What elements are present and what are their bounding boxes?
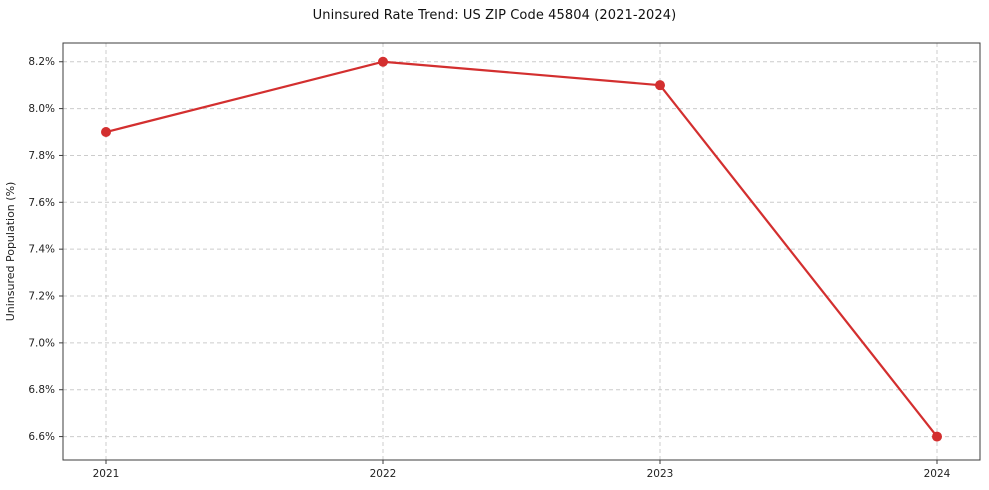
y-tick-label: 6.8% [28,384,55,396]
line-chart: 6.6% 6.8% 7.0% 7.2% 7.4% 7.6% 7.8% 8.0% 8.2% 2021… [4,42,981,480]
plot-border [62,42,981,461]
x-tick-label: 2024 [924,468,951,480]
data-point-marker [378,56,388,67]
y-tick-label: 8.2% [28,56,55,68]
x-tick-label: 2021 [93,468,120,480]
x-tick-label: 2022 [370,468,397,480]
x-tick-label: 2023 [647,468,674,480]
y-tick-label: 8.0% [28,103,55,115]
y-tick-label: 7.4% [28,244,55,256]
y-tick-label: 7.0% [28,337,55,349]
data-point-marker [932,431,942,442]
y-tick-label: 6.6% [28,431,55,443]
trend-line [104,60,939,438]
data-point-marker [655,80,665,91]
data-point-marker [101,127,111,138]
y-tick-label: 7.6% [28,197,55,209]
y-tick-label: 7.2% [28,291,55,303]
y-tick-label: 7.8% [28,150,55,162]
y-axis-label: Uninsured Population (%) [4,182,17,322]
chart-title: Uninsured Rate Trend: US ZIP Code 45804 … [312,8,677,23]
